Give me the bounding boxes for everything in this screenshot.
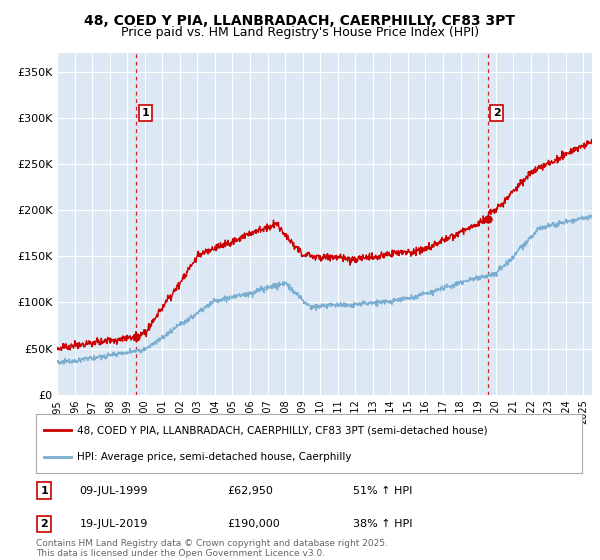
Text: Contains HM Land Registry data © Crown copyright and database right 2025.
This d: Contains HM Land Registry data © Crown c… <box>36 539 388 558</box>
Text: 1: 1 <box>142 108 149 118</box>
Text: 48, COED Y PIA, LLANBRADACH, CAERPHILLY, CF83 3PT (semi-detached house): 48, COED Y PIA, LLANBRADACH, CAERPHILLY,… <box>77 425 488 435</box>
Text: Price paid vs. HM Land Registry's House Price Index (HPI): Price paid vs. HM Land Registry's House … <box>121 26 479 39</box>
Text: 2: 2 <box>40 519 48 529</box>
Text: HPI: Average price, semi-detached house, Caerphilly: HPI: Average price, semi-detached house,… <box>77 452 352 463</box>
Text: 48, COED Y PIA, LLANBRADACH, CAERPHILLY, CF83 3PT: 48, COED Y PIA, LLANBRADACH, CAERPHILLY,… <box>85 14 515 28</box>
Text: 19-JUL-2019: 19-JUL-2019 <box>80 519 148 529</box>
Text: 51% ↑ HPI: 51% ↑ HPI <box>353 486 412 496</box>
Text: 1: 1 <box>40 486 48 496</box>
Text: 38% ↑ HPI: 38% ↑ HPI <box>353 519 412 529</box>
Text: 09-JUL-1999: 09-JUL-1999 <box>80 486 148 496</box>
Text: 2: 2 <box>493 108 500 118</box>
Text: £62,950: £62,950 <box>227 486 273 496</box>
Text: £190,000: £190,000 <box>227 519 280 529</box>
